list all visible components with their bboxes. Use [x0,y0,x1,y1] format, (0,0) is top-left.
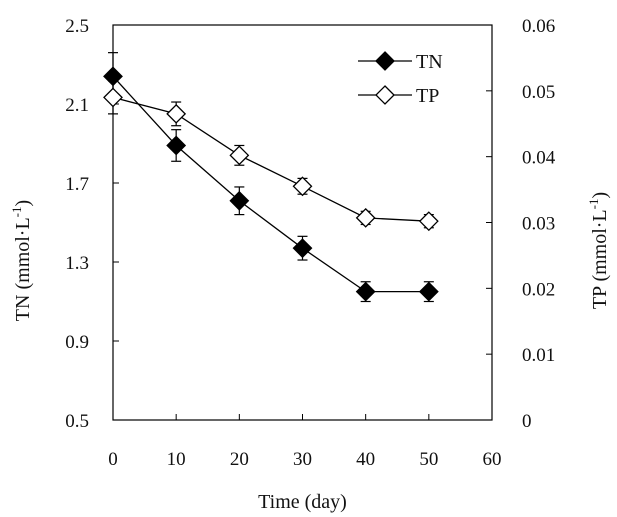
x-tick-label: 60 [483,449,502,470]
x-tick-label: 20 [230,449,249,470]
tn-point [292,238,313,259]
left-y-tick-label: 1.3 [65,253,89,274]
tp-point [418,211,439,232]
tp-legend-marker [375,85,395,105]
left-y-axis: 0.5 0.9 1.3 1.7 2.1 2.5 [65,16,119,432]
left-y-axis-title: TN (mmol·L-1) [9,200,34,321]
tp-legend-label: TP [416,85,439,107]
right-y-tick-label: 0 [522,411,532,432]
x-tick-label: 40 [356,449,375,470]
tp-point [292,176,313,197]
right-y-axis-title: TP (mmol·L-1) [586,192,611,309]
tp-point [166,103,187,124]
left-y-tick-label: 2.5 [65,16,89,37]
right-y-tick-label: 0.05 [522,82,555,103]
left-y-tick-label: 0.9 [65,332,89,353]
right-y-tick-label: 0.04 [522,148,556,169]
right-y-tick-label: 0.03 [522,214,555,235]
x-tick-label: 10 [167,449,186,470]
left-y-tick-label: 2.1 [65,95,89,116]
tn-point [355,281,376,302]
tp-point [229,145,250,166]
x-tick-label: 50 [419,449,438,470]
tp-point [103,87,123,108]
x-axis-title: Time (day) [258,491,347,513]
right-y-axis: 0 0.01 0.02 0.03 0.04 0.05 0.06 [486,16,556,432]
tp-series-line [112,96,429,222]
right-y-tick-label: 0.02 [522,279,555,300]
x-tick-label: 30 [293,449,312,470]
right-y-tick-label: 0.01 [522,345,555,366]
legend: TN TP [358,51,443,107]
tp-series [103,80,439,232]
x-axis: 0 10 20 30 40 50 60 [108,414,502,470]
x-tick-label: 0 [108,449,118,470]
tn-point [418,281,439,302]
right-y-tick-label: 0.06 [522,16,555,37]
tn-point [229,190,250,211]
tn-series [103,52,439,303]
tn-legend-label: TN [416,51,443,73]
left-y-tick-label: 0.5 [65,411,89,432]
tp-point [355,207,376,228]
tn-legend-marker [375,51,395,71]
tn-point [166,135,187,156]
left-y-tick-label: 1.7 [65,174,89,195]
series-layer [103,52,439,303]
tn-series-line [112,75,429,293]
